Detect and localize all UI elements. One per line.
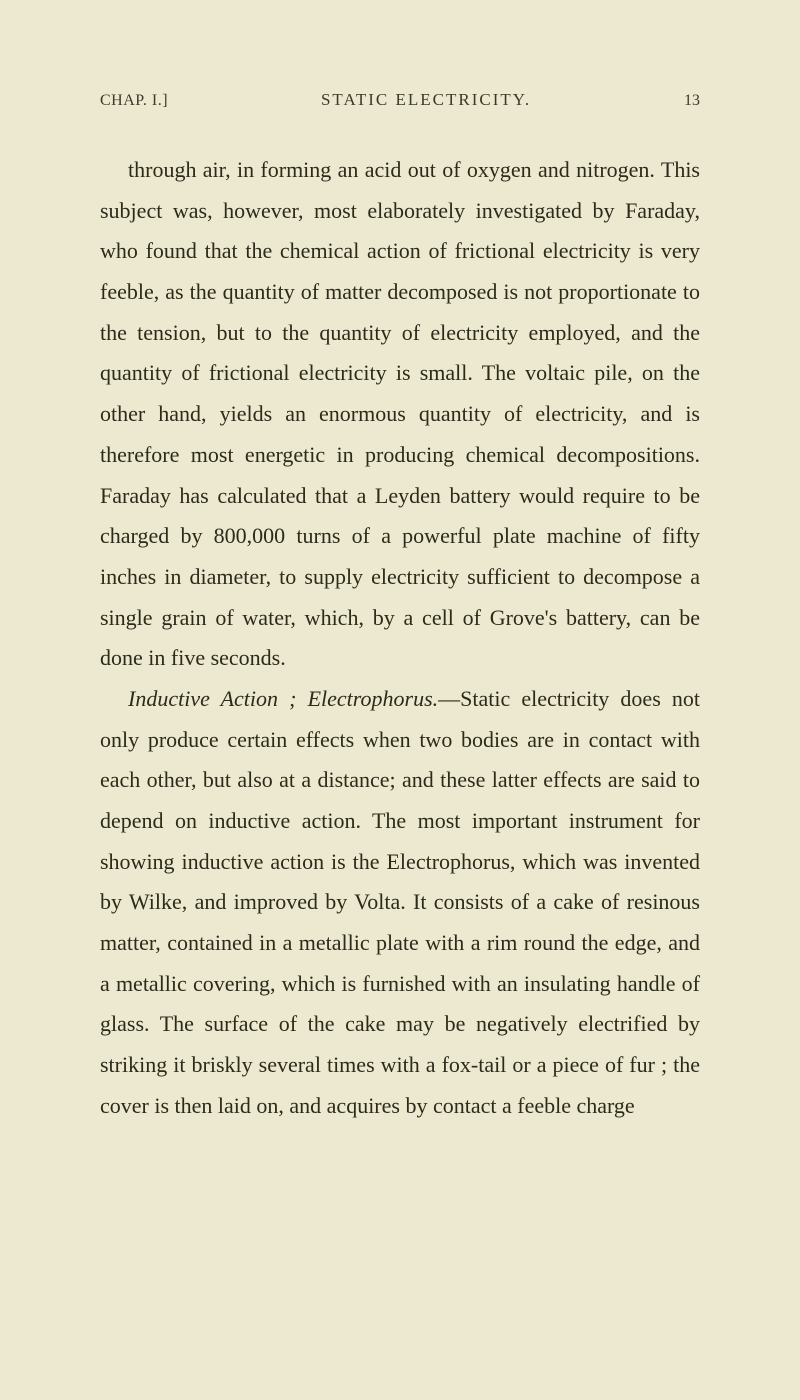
paragraph-2: Inductive Action ; Electrophorus.—Static… <box>100 679 700 1127</box>
paragraph-1: through air, in forming an acid out of o… <box>100 150 700 679</box>
chapter-label: CHAP. I.] <box>100 92 168 110</box>
page-header: CHAP. I.] STATIC ELECTRICITY. 13 <box>100 90 700 110</box>
document-page: CHAP. I.] STATIC ELECTRICITY. 13 through… <box>0 0 800 1400</box>
paragraph-2-heading: Inductive Action ; Electrophorus. <box>128 686 438 711</box>
page-title: STATIC ELECTRICITY. <box>321 90 531 110</box>
paragraph-2-body: —Static electricity does not only produc… <box>100 686 700 1118</box>
page-number: 13 <box>684 92 700 110</box>
